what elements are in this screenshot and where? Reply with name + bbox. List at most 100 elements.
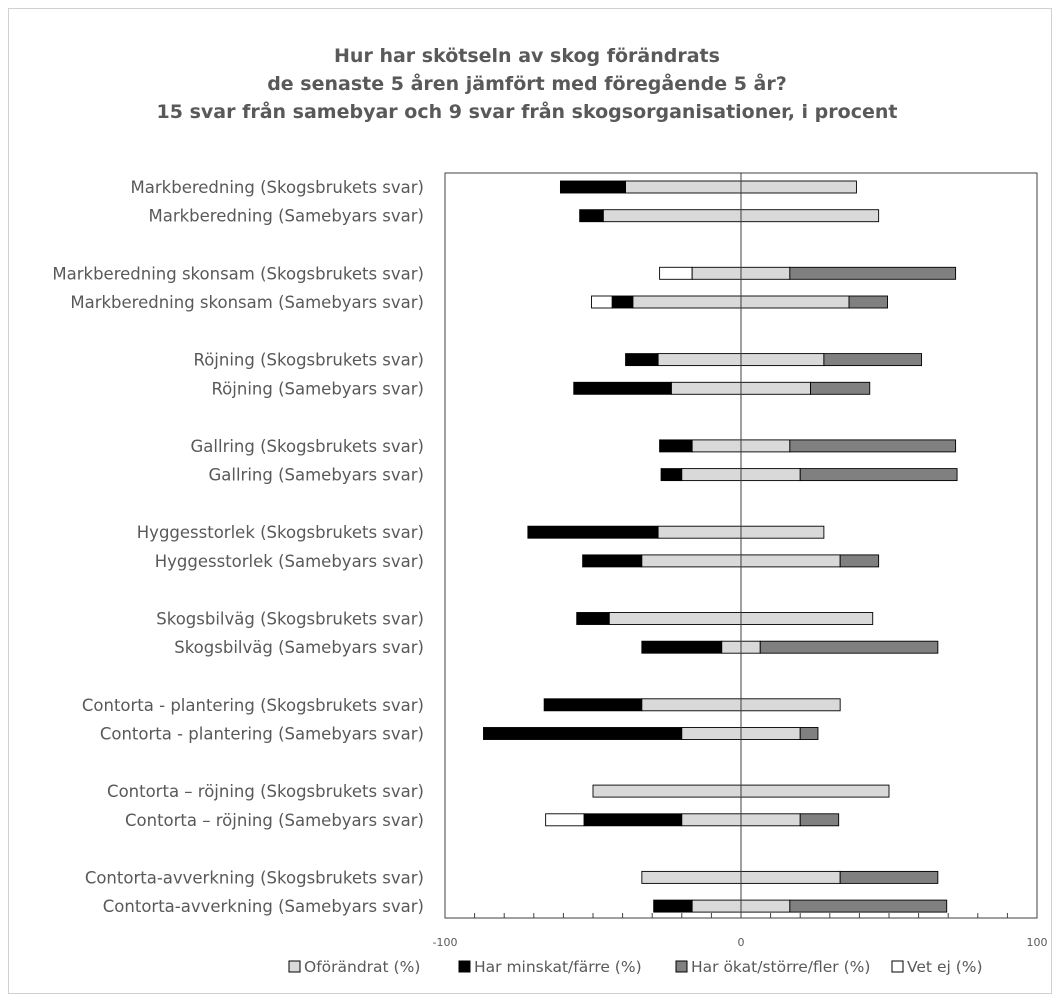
category-label: Contorta - plantering (Skogsbrukets svar… [82, 696, 424, 715]
bar-segment-decreased [559, 180, 627, 194]
category-label: Hyggesstorlek (Skogsbrukets svar) [137, 523, 424, 542]
chart-title-line: Hur har skötseln av skog förändrats [334, 45, 720, 67]
category-label: Röjning (Skogsbrukets svar) [193, 351, 424, 370]
bar-segment-unchanged [740, 439, 791, 453]
bar-segment-increased [789, 439, 957, 453]
bar-segment-increased [759, 640, 939, 654]
bar-segment-increased [810, 381, 871, 395]
bar-segment-increased [799, 468, 958, 482]
bar-segment-unchanged [641, 698, 742, 712]
bar-segment-unchanged [691, 439, 742, 453]
bar-segment-decreased [653, 899, 693, 913]
bar-segment-decreased [660, 468, 683, 482]
bar-segment-unchanged [625, 180, 742, 194]
bar-segment-unchanged [740, 468, 801, 482]
bars [483, 180, 958, 913]
category-label: Gallring (Samebyars svar) [208, 466, 424, 485]
bar-segment-unchanged [740, 209, 880, 223]
bar-segment-unchanged [740, 727, 801, 740]
bar-segment-unknown [659, 266, 693, 280]
bar-segment-increased [839, 870, 939, 884]
x-tick-label: 0 [738, 936, 745, 949]
bar-segment-decreased [611, 295, 634, 309]
category-label: Contorta – röjning (Skogsbrukets svar) [107, 782, 424, 801]
bar-segment-unchanged [740, 295, 850, 309]
bar-segment-decreased [579, 209, 604, 223]
legend-label-increased: Har ökat/större/fler (%) [691, 958, 870, 976]
bar-segment-unknown [545, 813, 585, 827]
category-label: Skogsbilväg (Samebyars svar) [174, 638, 424, 657]
category-label: Gallring (Skogsbrukets svar) [191, 437, 425, 456]
category-label: Contorta - plantering (Samebyars svar) [100, 725, 424, 744]
bar-segment-increased [848, 295, 888, 309]
bar-segment-unchanged [740, 266, 791, 280]
bar-segment-unchanged [691, 899, 742, 913]
bar-segment-unchanged [740, 698, 841, 712]
legend-label-unchanged: Oförändrat (%) [304, 958, 420, 976]
bar-segment-unchanged [681, 727, 742, 740]
category-label: Markberedning (Samebyars svar) [149, 207, 425, 226]
bar-segment-unchanged [740, 554, 841, 568]
category-label: Hyggesstorlek (Samebyars svar) [155, 552, 424, 571]
bar-segment-decreased [573, 381, 672, 395]
x-tick-label: -100 [433, 936, 458, 949]
bar-segment-unchanged [740, 640, 761, 654]
bar-segment-decreased [583, 813, 683, 827]
bar-segment-unknown [591, 295, 613, 309]
legend: Oförändrat (%) Har minskat/färre (%) Har ö… [288, 958, 983, 976]
bar-segment-unchanged [691, 266, 742, 280]
category-label: Skogsbilväg (Skogsbrukets svar) [156, 610, 424, 629]
bar-segment-unchanged [740, 870, 841, 884]
bar-segment-unchanged [681, 813, 742, 827]
bar-segment-increased [823, 353, 923, 367]
category-label: Contorta-avverkning (Samebyars svar) [103, 897, 424, 916]
category-label: Contorta – röjning (Samebyars svar) [125, 811, 424, 830]
bar-segment-increased [799, 727, 819, 740]
bar-segment-decreased [582, 554, 643, 568]
legend-label-decreased: Har minskat/färre (%) [474, 958, 642, 976]
bar-segment-unchanged [641, 870, 742, 884]
bar-segment-increased [789, 266, 957, 280]
legend-label-unknown: Vet ej (%) [907, 958, 983, 976]
legend-swatch-unchanged [288, 960, 301, 973]
bar-segment-unchanged [740, 899, 791, 913]
bar-segment-unchanged [721, 640, 742, 654]
legend-swatch-increased [675, 960, 688, 973]
bar-segment-decreased [543, 698, 643, 712]
x-tick-label: 100 [1027, 936, 1048, 949]
legend-swatch-unknown [891, 960, 904, 973]
bar-segment-unchanged [670, 381, 742, 395]
bar-segment-decreased [641, 640, 723, 654]
bar-segment-unchanged [740, 353, 825, 367]
chart-title: Hur har skötseln av skog förändrats de se… [157, 45, 898, 123]
chart-title-line: de senaste 5 åren jämfört med föregående… [267, 71, 787, 95]
bar-segment-unchanged [740, 612, 874, 625]
x-axis: -100 0 100 [433, 173, 1048, 949]
bar-segment-unchanged [740, 381, 812, 395]
bar-segment-decreased [483, 727, 683, 740]
chart-title-line: 15 svar från samebyar och 9 svar från sk… [157, 99, 898, 123]
bar-segment-unchanged [602, 209, 742, 223]
bar-segment-unchanged [740, 180, 857, 194]
bar-segment-unchanged [740, 813, 801, 827]
bar-segment-increased [789, 899, 948, 913]
bar-segment-unchanged [657, 353, 742, 367]
category-label: Markberedning skonsam (Samebyars svar) [70, 293, 424, 312]
bar-segment-increased [799, 813, 840, 827]
category-labels: Markberedning (Skogsbrukets svar) Markber… [52, 178, 424, 916]
bar-segment-unchanged [681, 468, 742, 482]
bar-segment-increased [839, 554, 880, 568]
bar-segment-unchanged [641, 554, 742, 568]
legend-swatch-decreased [458, 960, 471, 973]
bar-segment-decreased [659, 439, 693, 453]
bar-segment-unchanged [608, 612, 742, 625]
category-label: Contorta-avverkning (Skogsbrukets svar) [85, 868, 424, 887]
chart-frame [8, 8, 1052, 994]
bar-segment-unchanged [592, 784, 742, 798]
bar-segment-unchanged [632, 295, 742, 309]
bar-segment-unchanged [740, 525, 825, 539]
bar-segment-decreased [576, 612, 610, 625]
bar-segment-unchanged [740, 784, 890, 798]
bar-segment-decreased [625, 353, 659, 367]
